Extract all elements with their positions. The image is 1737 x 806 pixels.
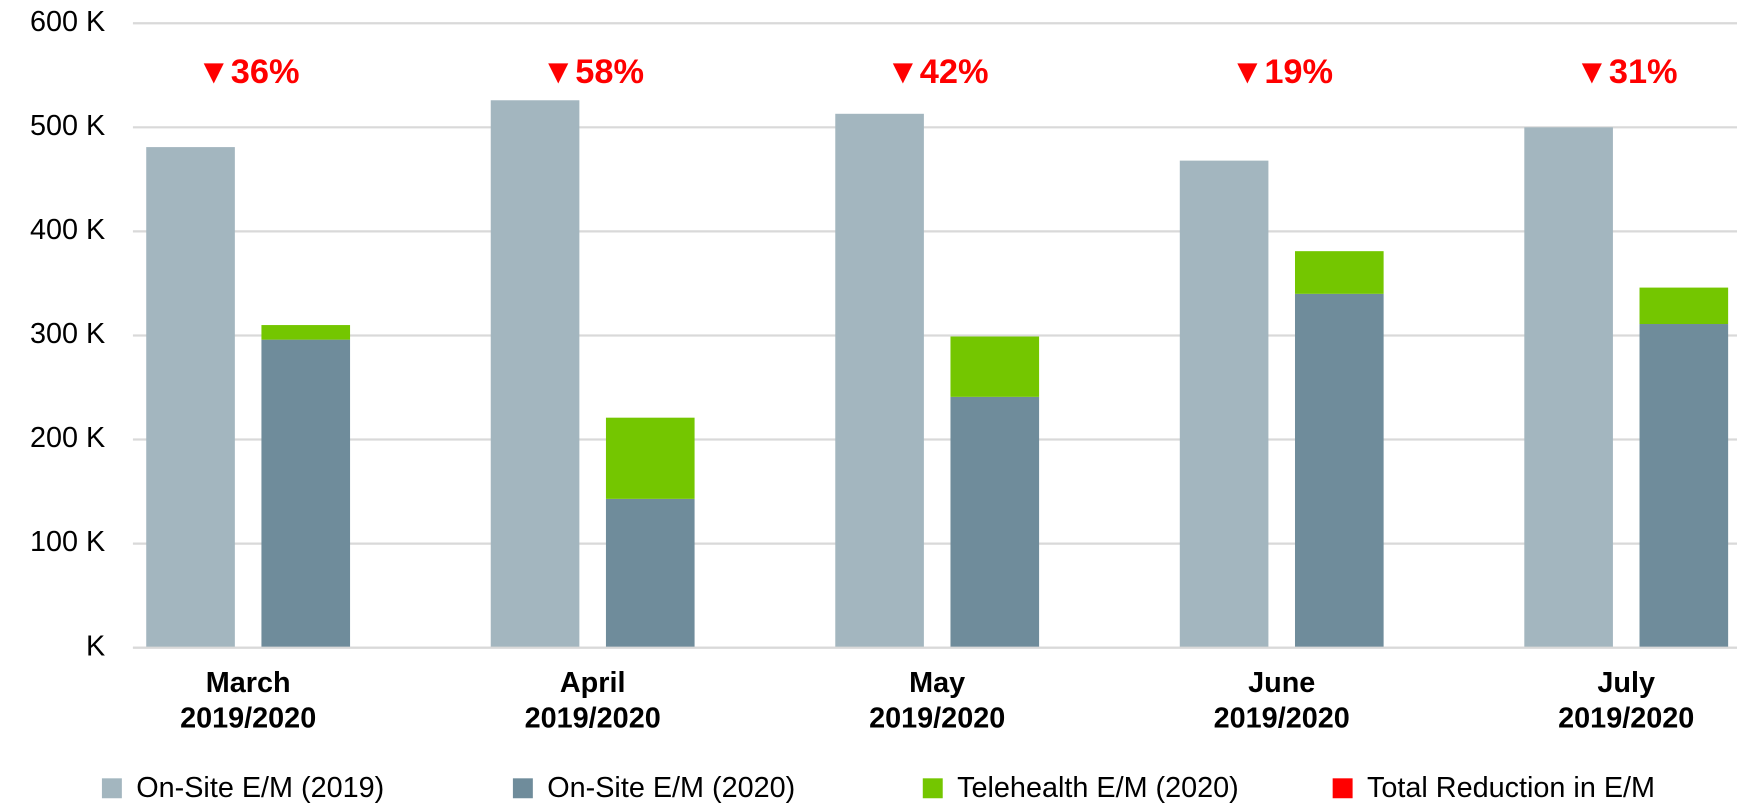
x-label-box: April 2019/2020 <box>524 665 661 735</box>
bar <box>490 100 580 648</box>
y-tick-label: 200 K <box>30 422 105 454</box>
x-label-box: June 2019/2020 <box>1213 665 1350 735</box>
legend-label: On-Site E/M (2019) <box>136 772 384 804</box>
legend-swatch <box>512 778 533 799</box>
reduction-label: ▼36% <box>197 53 300 91</box>
legend-label: Telehealth E/M (2020) <box>957 772 1239 804</box>
x-label-box: July 2019/2020 <box>1558 665 1695 735</box>
y-tick-label: 100 K <box>30 526 105 558</box>
bar-segment <box>605 417 695 499</box>
legend-swatch <box>101 778 122 799</box>
legend-label: On-Site E/M (2020) <box>547 772 795 804</box>
reduction-label: ▼19% <box>1230 53 1333 91</box>
y-tick-label: K <box>86 630 105 662</box>
bar <box>1524 127 1613 648</box>
y-tick-label: 500 K <box>30 110 105 142</box>
y-tick-label: 300 K <box>30 318 105 350</box>
legend-label: Total Reduction in E/M <box>1367 772 1655 804</box>
x-tick-label: April 2019/2020 <box>524 665 661 735</box>
bar-segment <box>1294 251 1384 294</box>
y-tick-label: 400 K <box>30 214 105 246</box>
x-label-box: May 2019/2020 <box>869 665 1006 735</box>
x-tick-label: May 2019/2020 <box>869 665 1006 735</box>
reduction-label: ▼58% <box>541 53 644 91</box>
legend-swatch <box>922 778 943 799</box>
bar <box>835 113 924 648</box>
reduction-label: ▼31% <box>1575 53 1678 91</box>
bar-segment <box>1639 324 1729 648</box>
reduction-label: ▼42% <box>886 53 989 91</box>
bar <box>146 147 235 648</box>
bar-segment <box>605 498 695 648</box>
x-label-box: March 2019/2020 <box>180 665 317 735</box>
legend-swatch <box>1332 778 1353 799</box>
bar-segment <box>1294 293 1384 648</box>
bar-segment <box>1639 287 1729 325</box>
y-tick-label: 600 K <box>30 6 105 38</box>
x-tick-label: June 2019/2020 <box>1213 665 1350 735</box>
x-tick-label: July 2019/2020 <box>1558 665 1695 735</box>
bar-segment <box>261 339 351 648</box>
grid <box>132 22 1737 649</box>
bar-segment <box>950 336 1040 397</box>
bar <box>1179 160 1269 648</box>
bar-segment <box>261 325 351 340</box>
x-tick-label: March 2019/2020 <box>180 665 317 735</box>
bar-segment <box>950 396 1040 648</box>
